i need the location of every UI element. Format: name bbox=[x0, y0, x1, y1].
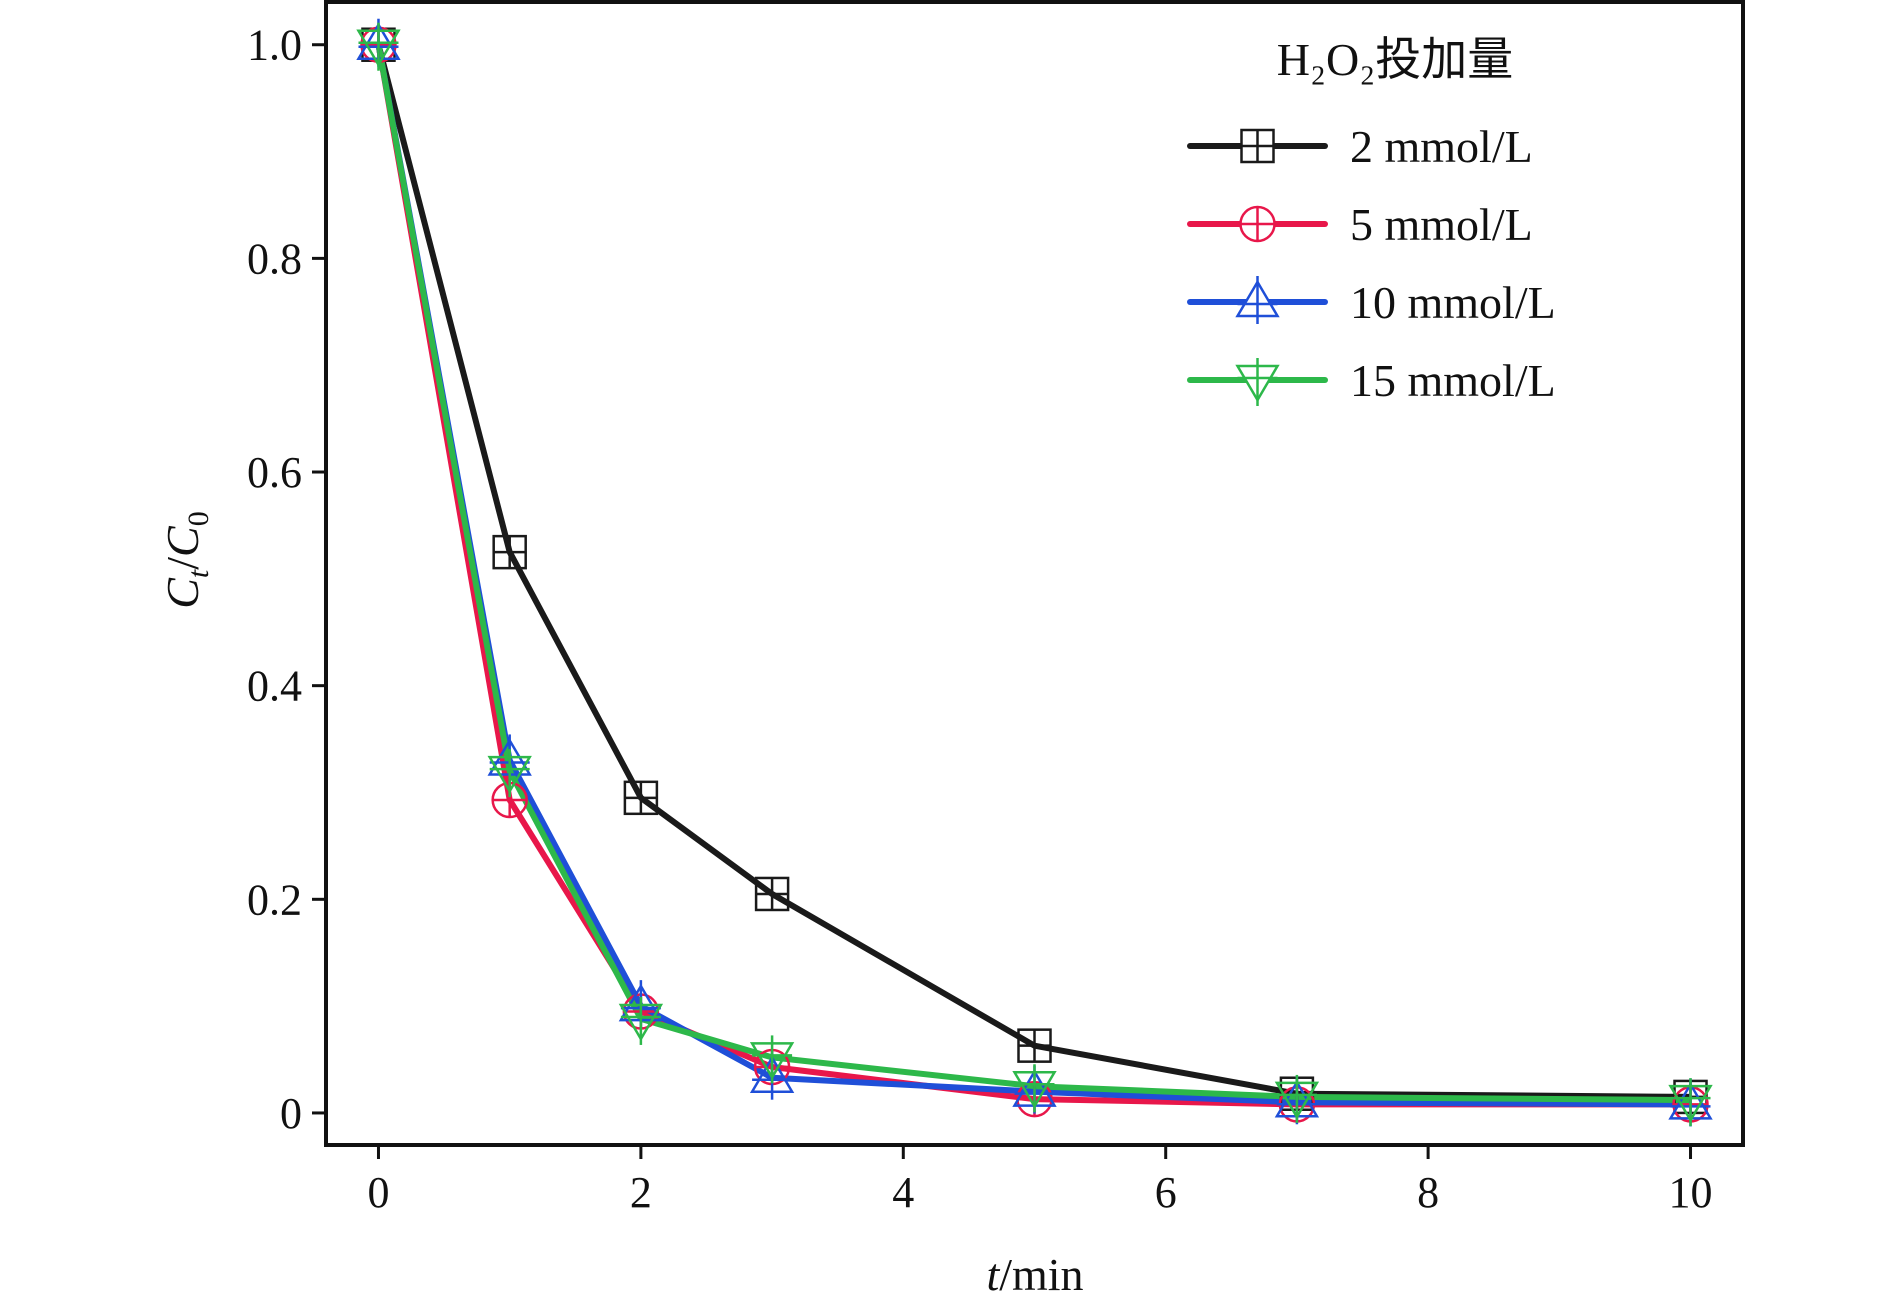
x-tick-label-0: 0 bbox=[367, 1168, 389, 1217]
y-axis-label: Ct/C0 bbox=[157, 511, 215, 609]
legend-label-2: 10 mmol/L bbox=[1350, 277, 1556, 328]
legend: H₂O₂投加量 2 mmol/L 5 mmol/L 10 mmol/L 15 mmol… bbox=[1187, 34, 1556, 406]
plot-frame bbox=[324, 0, 1745, 1147]
y-tick-label-4: 0.8 bbox=[247, 234, 302, 283]
series-3-point-3 bbox=[749, 1035, 795, 1084]
x-axis-label: t/min bbox=[986, 1249, 1083, 1300]
series-0-point-2 bbox=[623, 780, 659, 816]
legend-item-3: 15 mmol/L bbox=[1187, 355, 1556, 406]
legend-marker-1 bbox=[1239, 205, 1276, 243]
y-tick-label-2: 0.4 bbox=[247, 662, 302, 711]
series-3-point-6 bbox=[1668, 1078, 1713, 1127]
series-0-point-1 bbox=[492, 534, 527, 570]
legend-label-1: 5 mmol/L bbox=[1350, 199, 1533, 250]
legend-item-0: 2 mmol/L bbox=[1187, 121, 1533, 172]
series-3-point-1 bbox=[487, 749, 532, 798]
series-3-point-2 bbox=[618, 996, 664, 1045]
series-0-point-4 bbox=[1017, 1028, 1052, 1063]
legend-label-3: 15 mmol/L bbox=[1350, 355, 1556, 406]
x-tick-label-5: 10 bbox=[1669, 1168, 1713, 1217]
legend-title: H₂O₂投加量 bbox=[1277, 34, 1514, 85]
y-tick-label-0: 0 bbox=[280, 1089, 302, 1138]
y-tick-label-5: 1.0 bbox=[247, 21, 302, 70]
x-tick-label-1: 2 bbox=[630, 1168, 652, 1217]
legend-marker-0 bbox=[1240, 128, 1275, 164]
legend-item-1: 5 mmol/L bbox=[1187, 199, 1533, 250]
legend-label-0: 2 mmol/L bbox=[1350, 121, 1533, 172]
series-3-point-5 bbox=[1274, 1074, 1320, 1123]
series-markers bbox=[356, 18, 1713, 1127]
legend-marker-2 bbox=[1235, 276, 1280, 324]
series-0-point-3 bbox=[754, 876, 790, 912]
legend-item-2: 10 mmol/L bbox=[1187, 276, 1556, 328]
legend-items: 2 mmol/L 5 mmol/L 10 mmol/L 15 mmol/L bbox=[1187, 121, 1556, 406]
series-3-point-0 bbox=[356, 22, 401, 71]
x-tick-labels: 0 2 4 6 8 10 bbox=[367, 1168, 1712, 1217]
y-tick-label-3: 0.6 bbox=[247, 448, 302, 497]
y-tick-labels: 0 0.2 0.4 0.6 0.8 1.0 bbox=[247, 21, 302, 1138]
axis-ticks bbox=[312, 43, 1693, 1159]
x-tick-label-2: 4 bbox=[892, 1168, 914, 1217]
y-tick-label-1: 0.2 bbox=[247, 875, 302, 924]
series-3-point-4 bbox=[1012, 1064, 1057, 1113]
x-tick-label-3: 6 bbox=[1155, 1168, 1177, 1217]
x-tick-label-4: 8 bbox=[1417, 1168, 1439, 1217]
legend-marker-3 bbox=[1235, 358, 1280, 406]
